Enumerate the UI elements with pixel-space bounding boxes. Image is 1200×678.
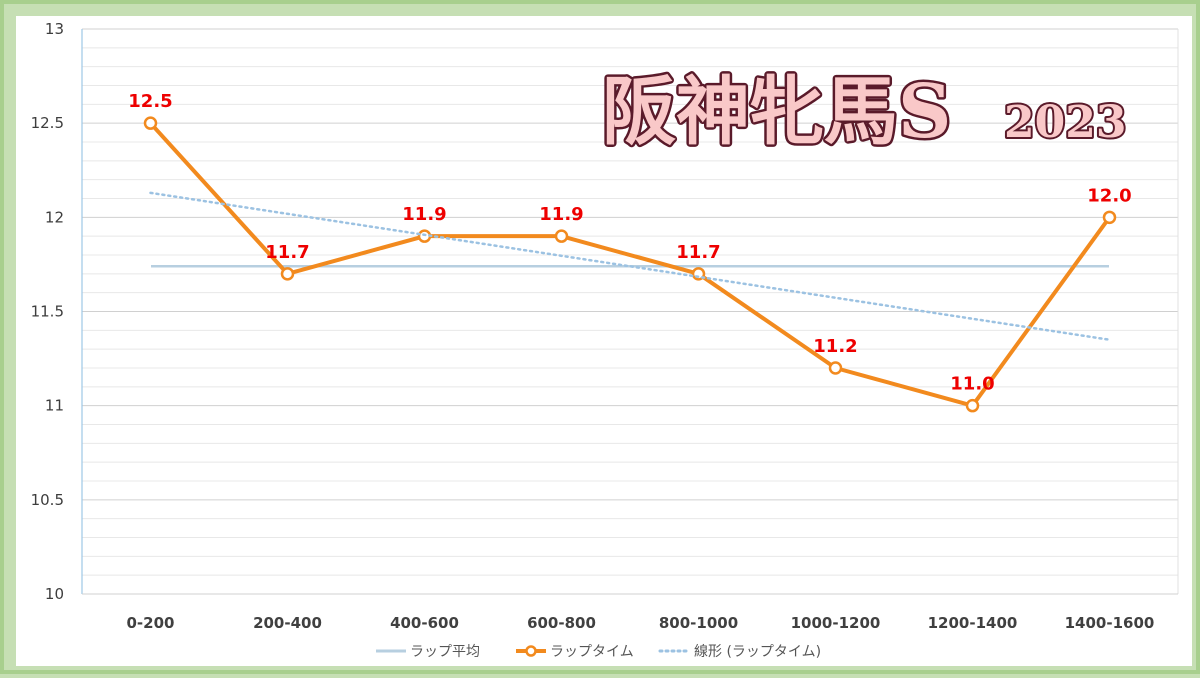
data-label: 12.0 bbox=[1087, 185, 1131, 206]
gridlines bbox=[81, 28, 1179, 595]
y-tick-label: 12.5 bbox=[31, 114, 64, 132]
data-label: 11.7 bbox=[676, 242, 720, 263]
series-layer bbox=[143, 116, 1117, 413]
x-tick-label: 1200-1400 bbox=[928, 614, 1018, 632]
x-tick-label: 0-200 bbox=[127, 614, 175, 632]
lap-time-marker bbox=[280, 267, 295, 281]
lap-time-marker bbox=[554, 229, 569, 243]
chart-title-text: 阪神牝馬S bbox=[602, 69, 951, 155]
y-tick-label: 11.5 bbox=[31, 303, 64, 321]
y-tick-label: 13 bbox=[45, 20, 64, 38]
legend-label: 線形 (ラップタイム) bbox=[694, 644, 821, 660]
data-label: 12.5 bbox=[128, 91, 172, 112]
x-tick-label: 800-1000 bbox=[659, 614, 738, 632]
data-label: 11.9 bbox=[402, 204, 446, 225]
y-tick-label: 11 bbox=[45, 397, 64, 415]
lap-time-marker bbox=[1102, 210, 1117, 225]
y-tick-label: 10 bbox=[45, 585, 64, 603]
x-tick-label: 400-600 bbox=[390, 614, 459, 632]
y-tick-labels: 10 10.5 11 11.5 12 12.5 13 bbox=[31, 20, 64, 603]
data-label: 11.7 bbox=[265, 242, 309, 263]
line-chart: 10 10.5 11 11.5 12 12.5 13 0-200 200-400 400-600… bbox=[16, 16, 1192, 666]
x-tick-label: 600-800 bbox=[527, 614, 596, 632]
legend: ラップ平均 ラップタイム 線形 (ラップタイム) bbox=[376, 644, 821, 660]
lap-time-line bbox=[149, 121, 1112, 408]
data-label: 11.9 bbox=[539, 204, 583, 225]
data-label: 11.0 bbox=[950, 374, 994, 395]
lap-time-marker bbox=[143, 116, 158, 130]
data-label: 11.2 bbox=[813, 336, 857, 357]
x-tick-label: 1000-1200 bbox=[791, 614, 881, 632]
x-tick-label: 200-400 bbox=[253, 614, 322, 632]
y-tick-label: 10.5 bbox=[31, 491, 64, 509]
legend-marker-lap bbox=[525, 645, 537, 657]
legend-label: ラップタイム bbox=[550, 644, 634, 660]
chart-area bbox=[16, 16, 1192, 666]
lap-time-marker bbox=[828, 361, 843, 375]
data-labels: 12.5 11.7 11.9 11.9 11.7 11.2 11.0 12.0 bbox=[128, 91, 1131, 395]
x-tick-label: 1400-1600 bbox=[1065, 614, 1155, 632]
y-tick-label: 12 bbox=[45, 208, 64, 226]
trend-line bbox=[149, 191, 1111, 341]
lap-time-marker bbox=[965, 398, 980, 413]
legend-label: ラップ平均 bbox=[410, 644, 480, 660]
chart-title-year: 2023 bbox=[1004, 97, 1126, 148]
chart-title: 阪神牝馬S 2023 bbox=[600, 67, 1129, 158]
x-tick-labels: 0-200 200-400 400-600 600-800 800-1000 1000-1… bbox=[127, 614, 1155, 632]
